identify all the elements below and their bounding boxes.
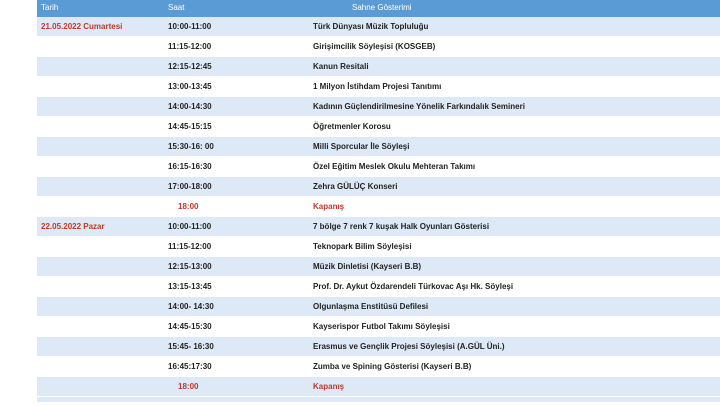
- table-row: 14:45-15:30 Kayserispor Futbol Takımı Söy…: [37, 317, 720, 337]
- event-cell: Kayserispor Futbol Takımı Söyleşisi: [313, 322, 450, 331]
- event-cell: Öğretmenler Korosu: [313, 122, 391, 131]
- table-row: 21.05.2022 Cumartesi 10:00-11:00 Türk Düny…: [37, 17, 720, 37]
- table-footer-band: [37, 397, 720, 402]
- event-cell: Girişimcilik Söyleşisi (KOSGEB): [313, 42, 436, 51]
- table-row: 15:30-16: 00 Milli Sporcular İle Söyleşi: [37, 137, 720, 157]
- event-cell: Türk Dünyası Müzik Topluluğu: [313, 22, 429, 31]
- table-row: 22.05.2022 Pazar 10:00-11:00 7 bölge 7 ren…: [37, 217, 720, 237]
- event-cell: Erasmus ve Gençlik Projesi Söyleşisi (A.…: [313, 342, 505, 351]
- table-row: 11:15-12:00 Teknopark Bilim Söyleşisi: [37, 237, 720, 257]
- time-cell: 11:15-12:00: [168, 242, 212, 251]
- closing-row: 18:00 Kapanış: [37, 197, 720, 217]
- table-row: 15:45- 16:30 Erasmus ve Gençlik Projesi S…: [37, 337, 720, 357]
- table-row: 13:00-13:45 1 Milyon İstihdam Projesi Tan…: [37, 77, 720, 97]
- table-row: 12:15-13:00 Müzik Dinletisi (Kayseri B.B): [37, 257, 720, 277]
- table-row: 11:15-12:00 Girişimcilik Söyleşisi (KOSGE…: [37, 37, 720, 57]
- time-cell: 12:15-13:00: [168, 262, 212, 271]
- event-cell: Olgunlaşma Enstitüsü Defilesi: [313, 302, 429, 311]
- table-row: 14:00- 14:30 Olgunlaşma Enstitüsü Defiles…: [37, 297, 720, 317]
- event-cell: Prof. Dr. Aykut Özdarendeli Türkovac Aşı…: [313, 282, 514, 291]
- table-row: 12:15-12:45 Kanun Resitali: [37, 57, 720, 77]
- time-cell: 18:00: [178, 202, 199, 211]
- time-cell: 13:00-13:45: [168, 82, 212, 91]
- event-cell: Müzik Dinletisi (Kayseri B.B): [313, 262, 422, 271]
- time-cell: 14:45-15:15: [168, 122, 212, 131]
- header-date: Tarih: [41, 3, 59, 12]
- time-cell: 12:15-12:45: [168, 62, 212, 71]
- event-cell: Kapanış: [313, 382, 345, 391]
- event-cell: Zehra GÜLÜÇ Konseri: [313, 182, 398, 191]
- event-cell: Teknopark Bilim Söyleşisi: [313, 242, 412, 251]
- time-cell: 15:30-16: 00: [168, 142, 214, 151]
- time-cell: 14:00-14:30: [168, 102, 212, 111]
- date-cell: 22.05.2022 Pazar: [41, 222, 105, 231]
- closing-row: 18:00 Kapanış: [37, 377, 720, 397]
- event-cell: 1 Milyon İstihdam Projesi Tanıtımı: [313, 82, 442, 91]
- time-cell: 14:00- 14:30: [168, 302, 214, 311]
- time-cell: 18:00: [178, 382, 199, 391]
- time-cell: 15:45- 16:30: [168, 342, 214, 351]
- event-cell: Zumba ve Spining Gösterisi (Kayseri B.B): [313, 362, 472, 371]
- time-cell: 10:00-11:00: [168, 22, 212, 31]
- time-cell: 13:15-13:45: [168, 282, 212, 291]
- time-cell: 16:45:17:30: [168, 362, 212, 371]
- event-cell: Milli Sporcular İle Söyleşi: [313, 142, 410, 151]
- table-row: 13:15-13:45 Prof. Dr. Aykut Özdarendeli T…: [37, 277, 720, 297]
- time-cell: 10:00-11:00: [168, 222, 212, 231]
- event-cell: 7 bölge 7 renk 7 kuşak Halk Oyunları Gös…: [313, 222, 490, 231]
- header-event: Sahne Gösterimi: [352, 3, 412, 12]
- event-cell: Kapanış: [313, 202, 345, 211]
- time-cell: 17:00-18:00: [168, 182, 212, 191]
- schedule-table: Tarih Saat Sahne Gösterimi 21.05.2022 Cu…: [37, 0, 720, 402]
- event-cell: Kadının Güçlendirilmesine Yönelik Farkın…: [313, 102, 525, 111]
- time-cell: 14:45-15:30: [168, 322, 212, 331]
- event-cell: Özel Eğitim Meslek Okulu Mehteran Takımı: [313, 162, 476, 171]
- table-row: 14:45-15:15 Öğretmenler Korosu: [37, 117, 720, 137]
- table-row: 14:00-14:30 Kadının Güçlendirilmesine Yön…: [37, 97, 720, 117]
- time-cell: 16:15-16:30: [168, 162, 212, 171]
- table-row: 16:45:17:30 Zumba ve Spining Gösterisi (K…: [37, 357, 720, 377]
- date-cell: 21.05.2022 Cumartesi: [41, 22, 123, 31]
- table-row: 17:00-18:00 Zehra GÜLÜÇ Konseri: [37, 177, 720, 197]
- header-time: Saat: [168, 3, 185, 12]
- time-cell: 11:15-12:00: [168, 42, 212, 51]
- table-header: Tarih Saat Sahne Gösterimi: [37, 0, 720, 17]
- event-cell: Kanun Resitali: [313, 62, 369, 71]
- table-row: 16:15-16:30 Özel Eğitim Meslek Okulu Meht…: [37, 157, 720, 177]
